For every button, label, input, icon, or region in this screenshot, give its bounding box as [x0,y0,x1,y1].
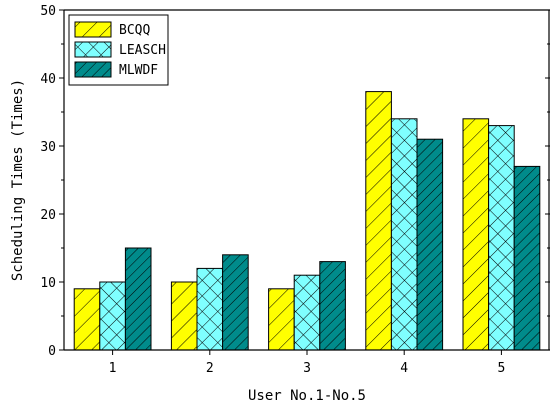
x-tick-label-4: 4 [400,361,408,376]
bar-bcqq-5 [462,118,490,351]
y-tick-label-20: 20 [40,208,56,223]
bar-leasch-5 [488,125,515,351]
x-tick-label-1: 1 [109,361,117,376]
bar-mlwdf-4 [416,138,444,351]
x-tick-label-3: 3 [303,361,311,376]
legend-label-mlwdf: MLWDF [119,63,158,78]
bar-bcqq-4 [365,91,392,351]
x-tick-label-5: 5 [497,361,505,376]
y-tick-label-10: 10 [40,276,56,291]
legend-label-leasch: LEASCH [119,43,166,58]
y-tick-label-50: 50 [40,4,56,19]
y-tick-label-40: 40 [40,72,56,87]
legend-swatch-bcqq [74,21,112,38]
legend: BCQQ LEASCH MLWDF [68,14,169,86]
bar-bcqq-1 [73,288,101,351]
bar-mlwdf-1 [124,247,152,351]
bars-group [73,91,541,351]
x-tick-label-2: 2 [206,361,214,376]
bar-leasch-2 [196,267,224,351]
legend-swatch-leasch [74,41,112,58]
y-axis-title: Scheduling Times (Times) [10,79,26,281]
bar-leasch-3 [293,274,321,351]
ticks-group: 0 10 20 30 40 50 1 2 3 4 5 [40,4,550,376]
y-tick-label-0: 0 [48,344,56,359]
bar-bcqq-2 [170,281,198,351]
bar-leasch-1 [99,281,126,351]
x-axis-title: User No.1-No.5 [248,388,366,404]
bar-mlwdf-5 [513,165,541,351]
legend-swatch-mlwdf [74,61,112,78]
y-tick-label-30: 30 [40,140,56,155]
bar-mlwdf-3 [319,261,346,351]
bar-bcqq-3 [268,288,295,351]
bar-leasch-4 [390,118,418,351]
legend-label-bcqq: BCQQ [119,23,150,38]
bar-mlwdf-2 [222,254,249,351]
